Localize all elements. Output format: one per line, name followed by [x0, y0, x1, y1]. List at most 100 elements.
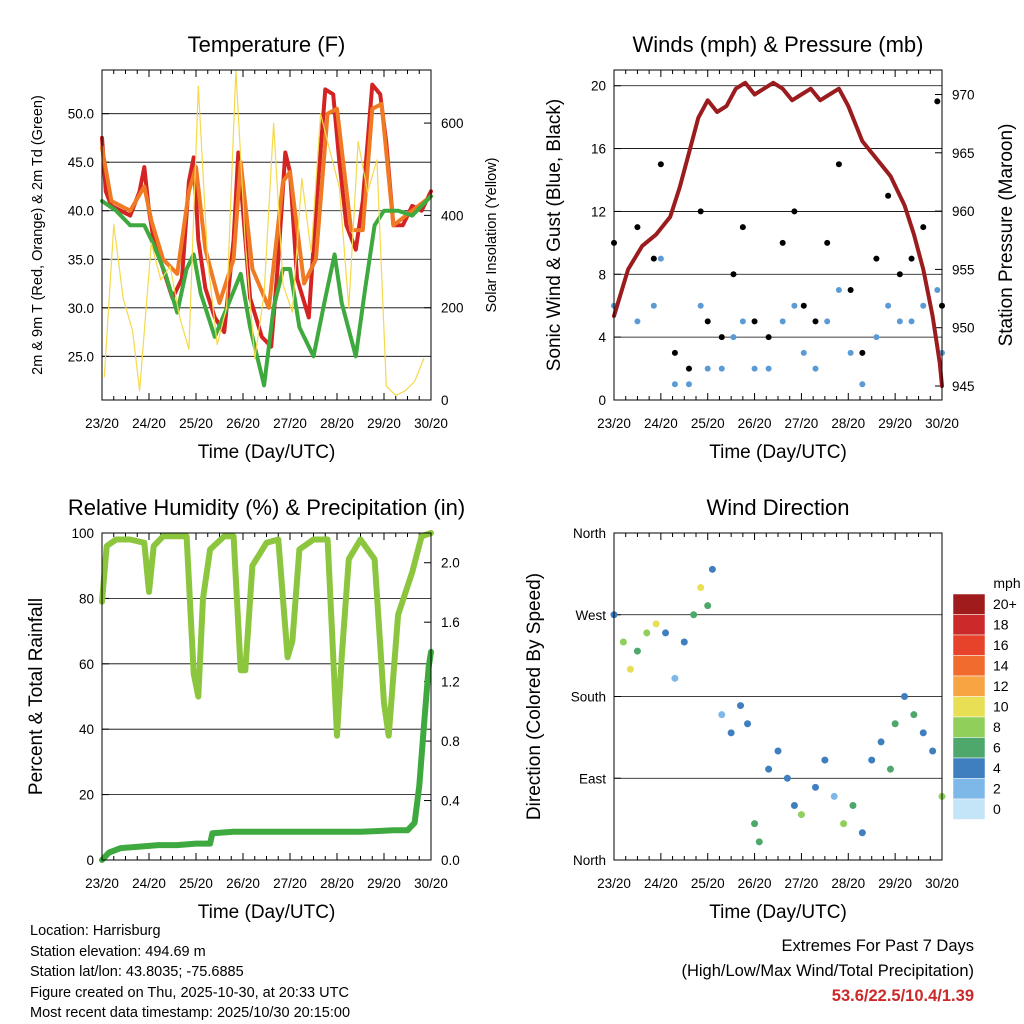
wind-direction-direction-point [697, 584, 705, 591]
colorbar-swatch [952, 716, 986, 738]
humidity-y-tick-label: 60 [79, 657, 94, 672]
winds-gust-point [650, 255, 657, 262]
wind-direction-x-tick-label: 26/20 [738, 876, 772, 891]
winds-y-tick-label: 12 [591, 204, 606, 219]
winds-gust-point [671, 349, 678, 356]
temperature-title: Temperature (F) [188, 32, 346, 57]
wind-direction-direction-point [751, 820, 759, 828]
winds-wind-point [718, 365, 725, 372]
winds-gust-point [704, 318, 711, 325]
humidity-y-tick-label: 40 [79, 722, 94, 737]
winds-wind-point [765, 365, 772, 372]
winds-wind-point [650, 302, 657, 309]
winds-y-right-tick-label: 970 [952, 87, 975, 102]
temperature-9m-t-line [100, 102, 433, 310]
colorbar-label: 20+ [993, 596, 1017, 612]
winds-series-group [611, 80, 945, 388]
winds-wind-point [908, 318, 915, 325]
humidity-y-tick-label: 20 [79, 788, 94, 803]
temperature-x-tick-label: 24/20 [132, 416, 166, 431]
winds-x-tick-label: 26/20 [738, 416, 772, 431]
winds-wind-point [730, 334, 737, 341]
winds-gust-point [885, 192, 892, 199]
wind-direction-y-tick-label: South [571, 690, 606, 705]
winds-gust-point [685, 365, 692, 372]
winds-wind-point [824, 318, 831, 325]
colorbar-swatch [952, 778, 986, 800]
winds-wind-point [697, 302, 704, 309]
wind-direction-direction-point [680, 638, 688, 646]
winds-wind-point [634, 318, 641, 325]
wind-direction-direction-point [619, 638, 627, 646]
humidity-relative-humidity-line [99, 530, 434, 739]
humidity-y-tick-label: 0 [86, 853, 94, 868]
temperature-y-tick-label: 30.0 [68, 301, 94, 316]
wind-direction-frame [613, 532, 943, 861]
winds-wind-point [934, 287, 941, 293]
winds-y-right-label: Station Pressure (Maroon) [996, 124, 1017, 347]
wind-direction-y-tick-label: North [573, 526, 606, 541]
winds-wind-point [779, 318, 786, 325]
wind-direction-y-label: Direction (Colored By Speed) [524, 573, 545, 820]
winds-gust-point [751, 318, 758, 325]
wind-direction-direction-point [868, 756, 876, 764]
winds-gust-point [847, 287, 854, 293]
temperature-y-tick-label: 35.0 [68, 252, 94, 267]
colorbar-swatch [952, 634, 986, 656]
wind-direction-direction-point [901, 693, 909, 700]
winds-y-tick-label: 0 [598, 393, 606, 408]
colorbar-swatch [952, 675, 986, 697]
humidity-title: Relative Humidity (%) & Precipitation (i… [68, 495, 465, 520]
humidity-x-tick-label: 28/20 [320, 876, 354, 891]
colorbar-swatch [952, 757, 986, 779]
winds-gust-point [739, 224, 746, 231]
wind-direction-direction-point [910, 711, 918, 719]
colorbar-swatch [952, 737, 986, 759]
colorbar-label: 4 [993, 760, 1001, 776]
winds-wind-point [847, 349, 854, 356]
wind-direction-x-tick-label: 24/20 [644, 876, 678, 891]
winds-station-pressure-line [612, 80, 944, 388]
wind-direction-direction-point [783, 774, 791, 782]
wind-direction-direction-point [886, 765, 894, 773]
wind-direction-direction-point [765, 765, 773, 773]
wind-direction-direction-point [919, 729, 927, 737]
temperature-frame [101, 69, 432, 401]
temperature-y-tick-label: 40.0 [68, 204, 94, 219]
wind-direction-direction-point [891, 720, 899, 728]
wind-direction-direction-point [790, 802, 798, 809]
wind-direction-title: Wind Direction [706, 495, 849, 520]
colorbar-label: 2 [993, 781, 1001, 797]
extremes-values: 53.6/22.5/10.4/1.39 [831, 987, 974, 1005]
wind-direction-direction-point [708, 565, 716, 573]
colorbar-label: 12 [993, 678, 1009, 694]
wind-direction-direction-point [671, 674, 679, 682]
location-text: Location: Harrisburg [30, 923, 161, 939]
winds-wind-point [800, 349, 807, 356]
winds-gust-point [657, 161, 664, 168]
winds-wind-point [751, 365, 758, 372]
winds-wind-point [685, 381, 692, 388]
humidity-x-label: Time (Day/UTC) [198, 902, 336, 923]
temperature-y-right-label: Solar Insolation (Yellow) [484, 157, 500, 312]
winds-wind-point [657, 255, 664, 262]
temperature-2m-td-line [100, 194, 433, 388]
winds-wind-point [835, 287, 842, 293]
humidity-y-right-tick-label: 0.4 [441, 794, 460, 809]
winds-gust-point [791, 208, 798, 215]
winds-y-tick-label: 4 [598, 330, 606, 345]
temperature-y-right-tick-label: 600 [441, 116, 464, 131]
winds-gust-point [873, 255, 880, 262]
wind-direction-x-tick-label: 25/20 [691, 876, 725, 891]
winds-wind-point [812, 365, 819, 372]
wind-direction-direction-point [830, 792, 838, 800]
wind-direction-direction-point [643, 629, 651, 637]
temperature-y-tick-label: 50.0 [68, 107, 94, 122]
winds-y-right-tick-label: 950 [952, 321, 975, 336]
wind-direction-direction-point [840, 820, 848, 828]
humidity-total-precipitation-line [99, 648, 434, 863]
colorbar-unit-label: mph [993, 575, 1020, 591]
winds-x-tick-label: 24/20 [644, 416, 678, 431]
winds-gust-point [835, 161, 842, 168]
temperature-x-label: Time (Day/UTC) [198, 442, 336, 463]
